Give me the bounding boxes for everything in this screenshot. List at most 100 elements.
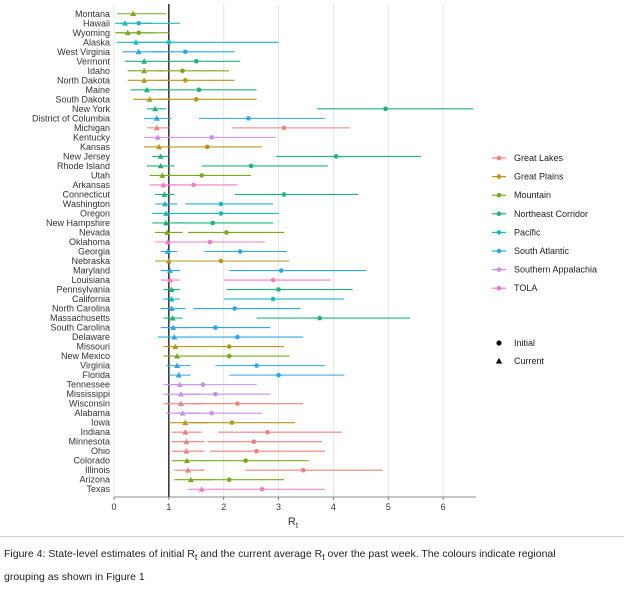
legend-entry: South Atlantic bbox=[492, 246, 570, 256]
x-axis-title-subscript: t bbox=[296, 521, 299, 530]
state-row bbox=[188, 486, 326, 492]
state-row bbox=[171, 429, 342, 435]
legend-label: Southern Appalachia bbox=[514, 265, 597, 275]
state-row bbox=[157, 334, 304, 340]
state-label: New Mexico bbox=[61, 351, 110, 361]
current-point bbox=[174, 353, 181, 359]
current-point bbox=[130, 10, 137, 17]
x-tick-label: 4 bbox=[331, 502, 336, 512]
initial-point bbox=[200, 382, 206, 387]
legend-swatch-dot bbox=[496, 155, 502, 161]
initial-point bbox=[204, 144, 210, 150]
state-label: Virginia bbox=[80, 361, 110, 371]
legend-marker-label: Initial bbox=[514, 338, 535, 348]
state-label: Missouri bbox=[76, 342, 110, 352]
state-row bbox=[124, 58, 241, 64]
state-row bbox=[144, 115, 326, 121]
legend-entry: Great Plains bbox=[492, 172, 564, 182]
state-label: Massachusetts bbox=[50, 313, 111, 323]
legend: Great Lakes Great Plains Mountain Northeast… bbox=[492, 153, 597, 366]
current-point bbox=[185, 467, 192, 473]
current-point bbox=[183, 438, 190, 445]
initial-point bbox=[248, 163, 254, 169]
current-point bbox=[168, 286, 175, 292]
state-label: Iowa bbox=[91, 418, 110, 428]
current-point bbox=[159, 172, 166, 178]
current-point bbox=[168, 305, 175, 311]
state-row bbox=[115, 29, 169, 36]
initial-point bbox=[265, 429, 270, 435]
current-point bbox=[143, 86, 150, 93]
initial-point bbox=[259, 486, 265, 492]
caption-text-a: Figure 4: State-level estimates of initi… bbox=[4, 548, 195, 560]
current-point bbox=[166, 277, 173, 283]
state-row bbox=[168, 419, 295, 426]
initial-point bbox=[270, 296, 276, 302]
state-row bbox=[146, 124, 350, 131]
state-row bbox=[155, 191, 359, 197]
state-label: Florida bbox=[82, 370, 110, 380]
current-point bbox=[163, 210, 170, 216]
state-label: Ohio bbox=[91, 446, 110, 456]
state-row bbox=[152, 219, 274, 226]
initial-point bbox=[207, 239, 213, 245]
current-point bbox=[141, 77, 148, 83]
state-row bbox=[152, 210, 279, 216]
state-label: Kansas bbox=[80, 142, 111, 152]
state-row bbox=[160, 248, 287, 254]
current-point bbox=[176, 381, 183, 388]
initial-point bbox=[281, 192, 287, 197]
initial-point bbox=[183, 78, 188, 83]
state-label: Texas bbox=[86, 484, 110, 494]
legend-label: Mountain bbox=[514, 190, 551, 200]
state-label: Minnesota bbox=[68, 437, 110, 447]
initial-point bbox=[226, 477, 232, 483]
state-row bbox=[160, 324, 271, 330]
legend-swatch-dot bbox=[496, 285, 502, 291]
state-label: Kentucky bbox=[73, 132, 111, 142]
state-label: Indiana bbox=[80, 427, 110, 437]
caption-line-2: grouping as shown in Figure 1 bbox=[4, 571, 145, 584]
legend-label: TOLA bbox=[514, 283, 537, 293]
initial-point bbox=[235, 334, 240, 340]
state-label: New Jersey bbox=[63, 151, 111, 161]
state-row bbox=[174, 476, 285, 483]
state-row bbox=[160, 267, 367, 273]
legend-marker-entry: Current bbox=[495, 356, 545, 366]
legend-swatch-dot bbox=[496, 192, 502, 198]
legend-swatch-dot bbox=[496, 211, 502, 217]
initial-point bbox=[196, 87, 202, 93]
state-label: Illinois bbox=[85, 465, 111, 475]
state-row bbox=[155, 229, 285, 235]
current-point bbox=[172, 343, 179, 349]
initial-point bbox=[210, 220, 216, 226]
state-label: Michigan bbox=[74, 123, 110, 133]
x-axis-title-main: R bbox=[288, 516, 296, 528]
state-row bbox=[149, 172, 252, 178]
current-point bbox=[135, 48, 142, 55]
current-point bbox=[170, 324, 177, 330]
state-label: Colorado bbox=[73, 456, 110, 466]
caption-divider bbox=[0, 536, 624, 537]
current-point bbox=[177, 400, 184, 407]
current-point bbox=[155, 143, 162, 150]
initial-point bbox=[246, 116, 251, 121]
current-point bbox=[121, 20, 128, 26]
current-point bbox=[164, 248, 171, 254]
x-tick-label: 6 bbox=[441, 502, 446, 512]
initial-point bbox=[209, 135, 214, 140]
state-label: Arkansas bbox=[72, 180, 110, 190]
figure-caption: Figure 4: State-level estimates of initi… bbox=[4, 544, 620, 587]
current-point bbox=[183, 448, 190, 454]
state-row bbox=[168, 372, 345, 378]
legend-entry: Mountain bbox=[492, 190, 551, 200]
state-label: Hawaii bbox=[83, 18, 110, 28]
legend-entry: Northeast Corridor bbox=[492, 209, 588, 219]
legend-entry: Pacific bbox=[492, 227, 541, 237]
legend-label: Great Plains bbox=[514, 172, 564, 182]
current-point bbox=[177, 391, 184, 397]
initial-point bbox=[237, 249, 243, 254]
current-point bbox=[187, 476, 194, 483]
state-row bbox=[171, 457, 309, 464]
state-row bbox=[166, 362, 326, 369]
